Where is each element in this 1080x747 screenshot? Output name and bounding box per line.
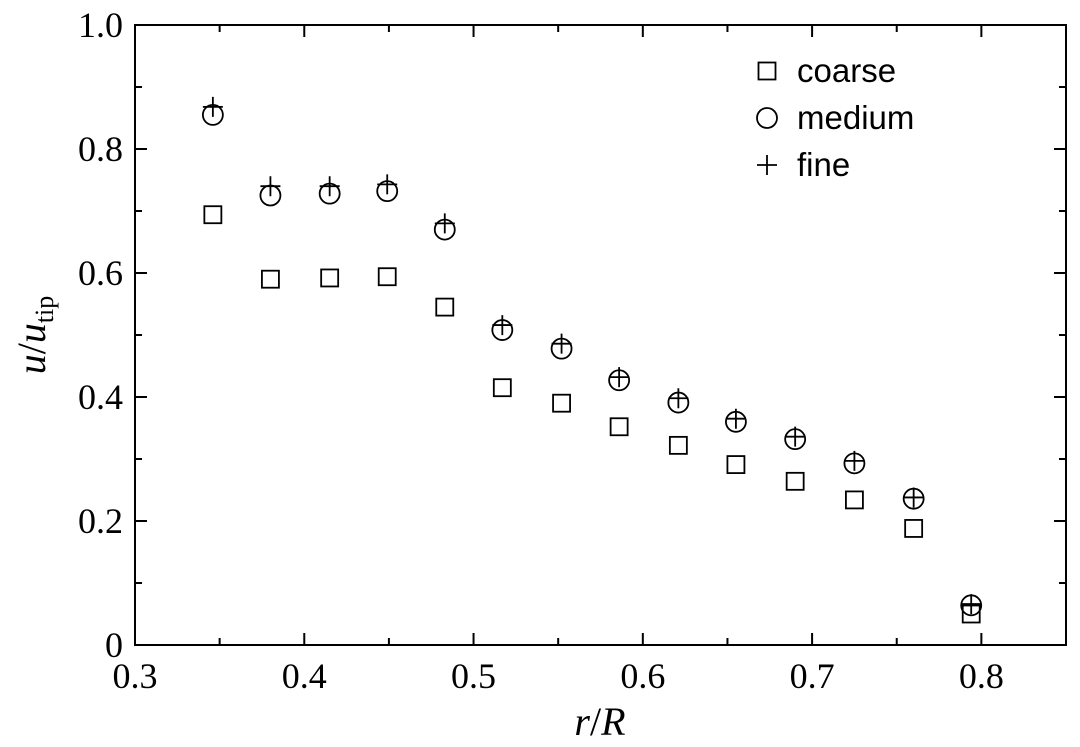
fine-point [319,176,340,197]
fine-point [785,426,806,447]
data-points [201,96,983,624]
legend-coarse-label: coarse [797,52,896,89]
legend-coarse-marker [757,61,777,81]
coarse-point [492,378,512,398]
fine-point [668,388,689,409]
fine-point [551,333,572,354]
legend-medium-marker [756,107,778,129]
x-tick-label: 0.8 [959,656,1004,696]
fine-point [609,367,630,388]
y-tick-label: 0.2 [78,501,123,541]
y-tick-label: 0.4 [78,377,123,417]
legend-fine-label: fine [797,146,850,183]
axis-ticks [134,24,1067,646]
coarse-point [668,435,688,455]
legend-medium-label: medium [797,99,914,136]
legend-fine-marker [757,155,777,175]
fine-point [961,594,982,615]
x-tick-label: 0.5 [451,656,496,696]
coarse-point [904,519,924,538]
fine-point [434,213,455,234]
y-axis-title: u/utip [9,296,59,375]
x-tick-label: 0.6 [620,656,665,696]
coarse-point [785,471,805,491]
coarse-point [435,297,455,317]
coarse-point [377,267,397,287]
y-tick-label: 0 [105,625,123,665]
fine-point [844,450,865,471]
x-tick-label: 0.4 [282,656,327,696]
coarse-point [261,269,280,289]
x-axis-title: r/R [574,699,625,744]
y-tick-label: 0.6 [78,253,123,293]
fine-point [377,174,398,195]
coarse-point [552,393,571,413]
coarse-point [203,205,223,225]
legend: coarse medium fine [756,52,914,183]
coarse-point [726,455,746,474]
fine-point [725,408,746,429]
x-tick-label: 0.3 [113,656,158,696]
y-tick-label: 1.0 [78,5,123,45]
y-tick-label: 0.8 [78,129,123,169]
fine-point [903,487,924,508]
coarse-point [845,490,864,510]
x-tick-label: 0.7 [790,656,835,696]
fine-point [202,96,223,117]
plot-frame [134,24,1067,646]
tick-labels: 0.3 0.4 0.5 0.6 0.7 0.8 0 0.2 0.4 0.6 0.8 1.0 [78,5,1004,696]
coarse-point [320,268,340,288]
fine-point [492,315,513,336]
coarse-point [609,417,629,437]
fine-point [260,176,281,197]
